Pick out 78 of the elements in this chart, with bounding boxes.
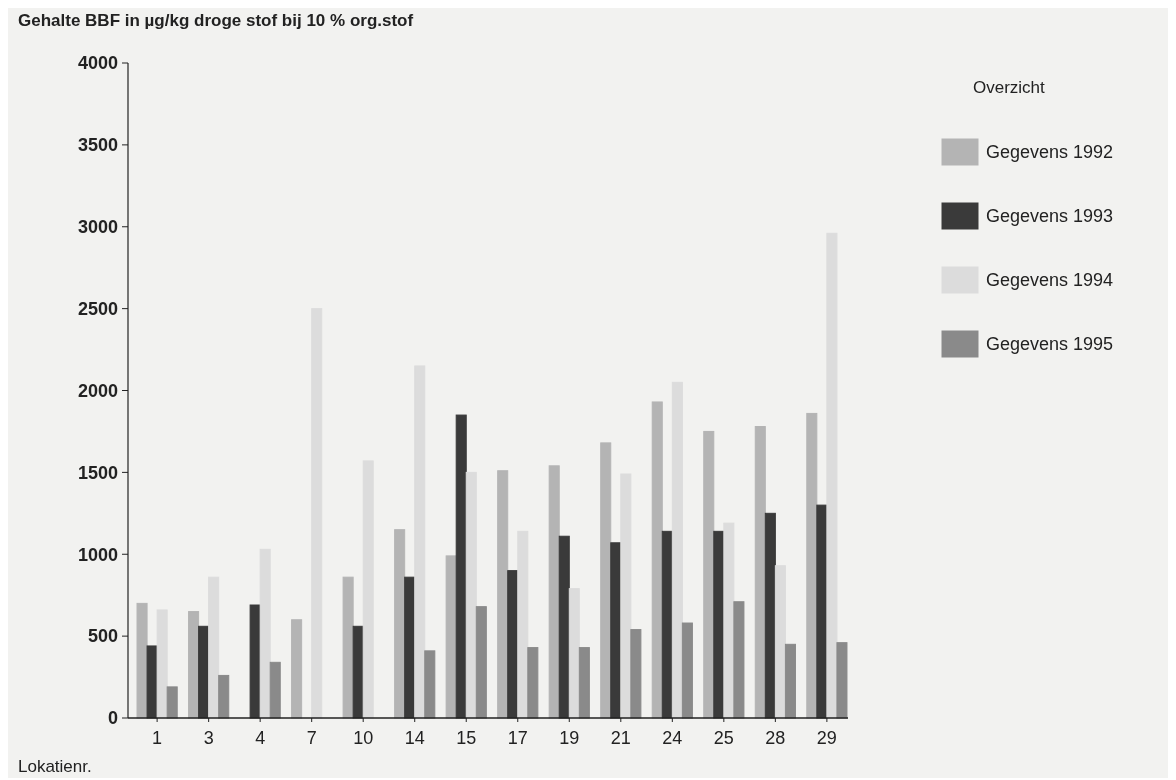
bar bbox=[826, 232, 838, 719]
x-tick-label: 24 bbox=[662, 728, 683, 748]
y-tick-label: 1000 bbox=[77, 544, 118, 565]
bar bbox=[517, 530, 529, 719]
bar bbox=[136, 602, 148, 719]
bar bbox=[291, 619, 303, 719]
bar bbox=[249, 604, 261, 719]
bar bbox=[600, 442, 612, 719]
bar bbox=[259, 548, 271, 719]
bar bbox=[806, 412, 818, 719]
bar bbox=[610, 542, 622, 719]
bar bbox=[507, 570, 519, 719]
bar bbox=[558, 535, 570, 719]
x-tick-label: 10 bbox=[353, 728, 374, 748]
bar bbox=[497, 470, 509, 719]
x-axis-title: Lokatienr. bbox=[18, 757, 92, 776]
x-tick-label: 14 bbox=[404, 728, 425, 748]
bar bbox=[568, 588, 580, 719]
bar bbox=[311, 308, 323, 719]
y-tick-label: 3000 bbox=[77, 217, 118, 238]
x-tick-label: 21 bbox=[610, 728, 631, 748]
y-tick-label: 0 bbox=[107, 708, 118, 729]
x-tick-label: 4 bbox=[255, 728, 266, 748]
bar bbox=[218, 674, 230, 719]
x-tick-label: 28 bbox=[765, 728, 786, 748]
bar bbox=[681, 622, 693, 719]
bar bbox=[465, 471, 477, 719]
y-tick-label: 500 bbox=[87, 626, 118, 647]
legend-label: Gegevens 1994 bbox=[986, 270, 1114, 291]
y-tick-label: 2500 bbox=[77, 298, 118, 319]
bar bbox=[527, 647, 539, 719]
bar bbox=[713, 530, 725, 719]
bar bbox=[630, 629, 642, 719]
bar bbox=[269, 661, 281, 719]
legend-label: Gegevens 1995 bbox=[986, 334, 1114, 355]
bar bbox=[445, 555, 457, 719]
bar bbox=[703, 430, 715, 719]
x-tick-label: 17 bbox=[507, 728, 528, 748]
y-tick-label: 1500 bbox=[77, 462, 118, 483]
x-tick-label: 25 bbox=[713, 728, 734, 748]
bar bbox=[578, 647, 590, 719]
bar bbox=[166, 686, 178, 719]
bar bbox=[455, 414, 467, 719]
x-tick-label: 7 bbox=[306, 728, 317, 748]
bar bbox=[651, 401, 663, 719]
bar bbox=[836, 642, 848, 719]
bar bbox=[774, 565, 786, 719]
bar bbox=[208, 576, 220, 719]
bar bbox=[342, 576, 354, 719]
legend-label: Gegevens 1992 bbox=[986, 142, 1114, 163]
bar bbox=[754, 426, 766, 719]
bar bbox=[661, 530, 673, 719]
bar bbox=[784, 643, 796, 719]
bar bbox=[671, 381, 683, 719]
bar bbox=[156, 609, 168, 719]
x-tick-label: 15 bbox=[456, 728, 477, 748]
bar bbox=[764, 512, 776, 719]
y-tick-label: 4000 bbox=[77, 53, 118, 74]
bar bbox=[816, 504, 828, 719]
bar bbox=[394, 529, 406, 719]
bar bbox=[188, 611, 200, 719]
x-tick-label: 3 bbox=[203, 728, 214, 748]
legend-title: Overzicht bbox=[973, 78, 1046, 97]
bar bbox=[475, 606, 487, 719]
x-tick-label: 1 bbox=[152, 728, 163, 748]
bar bbox=[548, 465, 560, 719]
y-tick-label: 2000 bbox=[77, 380, 118, 401]
bar bbox=[620, 473, 632, 719]
x-tick-label: 19 bbox=[559, 728, 580, 748]
bar bbox=[414, 365, 426, 719]
bar bbox=[424, 650, 436, 719]
y-axis-title: Gehalte BBF in µg/kg droge stof bij 10 % org.stof bbox=[18, 11, 414, 30]
x-tick-label: 29 bbox=[816, 728, 837, 748]
legend-label: Gegevens 1993 bbox=[986, 206, 1114, 227]
y-tick-label: 3500 bbox=[77, 135, 118, 156]
bar bbox=[362, 460, 374, 719]
bar bbox=[723, 522, 735, 719]
bar bbox=[733, 601, 745, 719]
